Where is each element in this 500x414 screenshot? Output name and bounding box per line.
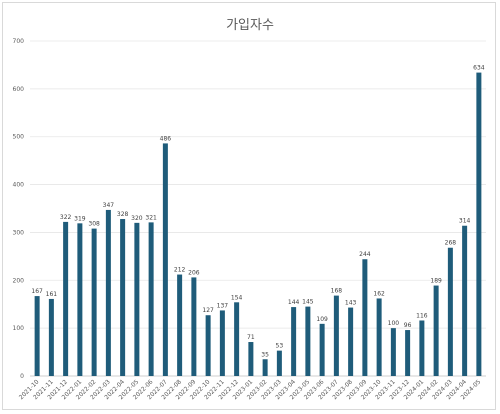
bar [348,307,354,376]
bar [390,328,396,376]
bar [462,225,468,376]
data-label: 244 [359,251,371,258]
data-label: 347 [103,202,115,209]
bar [63,221,69,376]
bar [248,342,254,376]
data-label: 109 [316,316,328,323]
y-tick-label: 500 [13,134,25,141]
data-label: 634 [473,65,485,72]
bar [433,285,439,376]
data-label: 143 [345,300,357,307]
data-label: 320 [131,215,143,222]
y-tick-label: 100 [13,325,25,332]
data-label: 486 [160,135,172,142]
bar [177,274,183,376]
y-tick-label: 0 [20,373,24,380]
data-label: 189 [430,278,442,285]
bar [319,323,325,376]
bar [234,302,240,376]
data-label: 168 [331,288,343,295]
bar [262,359,268,376]
data-label: 116 [416,312,428,319]
data-label: 314 [459,218,471,225]
data-label: 328 [117,211,129,218]
bar [219,310,225,376]
data-label: 321 [145,214,157,221]
bar [162,143,168,376]
data-label: 137 [217,302,229,309]
data-label: 161 [46,291,58,298]
data-label: 35 [261,351,269,358]
data-label: 322 [60,214,72,221]
data-label: 319 [74,215,86,222]
chart-frame [2,2,496,410]
data-label: 167 [31,288,43,295]
bar [34,296,40,376]
data-label: 127 [202,307,214,314]
data-label: 154 [231,294,243,301]
bar [291,307,297,376]
y-tick-label: 400 [13,182,25,189]
bar [333,295,339,376]
data-label: 268 [445,240,457,247]
bar [148,222,154,376]
y-tick-label: 300 [13,229,25,236]
data-label: 145 [302,299,314,306]
bar [419,320,425,376]
bar [476,72,482,376]
data-label: 96 [404,322,412,329]
bar [376,298,382,376]
bar [48,298,54,376]
chart-title: 가입자수 [226,18,274,33]
data-label: 144 [288,299,300,306]
bar [405,330,411,376]
bar [305,306,311,376]
data-label: 162 [373,290,385,297]
bar [205,315,211,376]
y-tick-label: 200 [13,277,25,284]
data-label: 212 [174,267,186,274]
bar [362,259,368,376]
data-label: 71 [247,334,255,341]
bar [134,222,140,376]
bar [191,277,197,376]
bar [91,228,97,376]
bar [276,350,282,376]
y-tick-label: 600 [13,86,25,93]
data-label: 100 [388,320,400,327]
data-label: 308 [88,221,100,228]
y-tick-label: 700 [13,38,25,45]
bar [120,219,126,376]
bar [447,247,453,376]
data-label: 53 [276,343,284,350]
bar [105,209,111,376]
bar [77,223,83,376]
data-label: 206 [188,269,200,276]
